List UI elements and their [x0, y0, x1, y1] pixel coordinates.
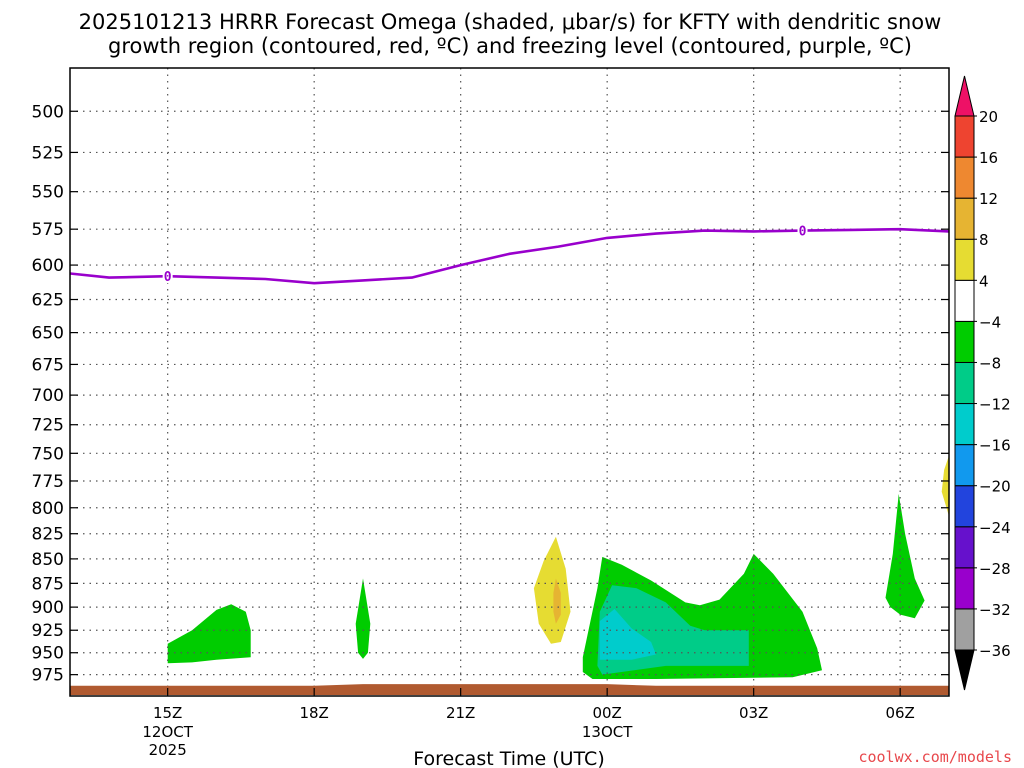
colorbar-label-20: 20 — [979, 108, 998, 126]
y-tick-label-600: 600 — [32, 256, 64, 276]
chart-title: 2025101213 HRRR Forecast Omega (shaded, … — [79, 10, 942, 34]
colorbar-top-triangle — [954, 75, 975, 117]
colorbar-label-8: 8 — [979, 231, 989, 249]
colorbar-label--24: −24 — [979, 519, 1011, 537]
x-tick-label-00Z: 00Z — [592, 704, 621, 722]
colorbar-bin-12-to-16 — [954, 156, 975, 199]
y-tick-label-975: 975 — [32, 666, 64, 686]
omega-region-2 — [533, 536, 571, 644]
colorbar-bin-4-to-8 — [954, 238, 975, 281]
y-tick-label-500: 500 — [32, 102, 64, 122]
omega-region-8 — [941, 455, 949, 517]
colorbar-bin--8-to--4 — [954, 320, 975, 363]
freezing-level-contour: 00 — [70, 223, 949, 285]
y-tick-label-650: 650 — [32, 324, 64, 344]
x-tick-label-18Z: 18Z — [299, 704, 328, 722]
freezing-level-label-bg-0 — [162, 269, 173, 284]
omega-region-6 — [599, 609, 656, 660]
colorbar-label--36: −36 — [979, 642, 1011, 660]
colorbar-label--20: −20 — [979, 478, 1011, 496]
colorbar-bin-16-to-20 — [954, 115, 975, 158]
colorbar-label-4: 4 — [979, 272, 989, 290]
colorbar-label--16: −16 — [979, 437, 1011, 455]
colorbar-label--12: −12 — [979, 396, 1011, 414]
y-tick-label-950: 950 — [32, 644, 64, 664]
colorbar-bottom-triangle — [954, 649, 975, 691]
y-tick-label-925: 925 — [32, 621, 64, 641]
grid — [70, 68, 949, 696]
y-tick-label-550: 550 — [32, 183, 64, 203]
y-tick-label-675: 675 — [32, 355, 64, 375]
y-tick-label-625: 625 — [32, 291, 64, 311]
y-tick-label-775: 775 — [32, 472, 64, 492]
colorbar-label-16: 16 — [979, 149, 998, 167]
colorbar-label--28: −28 — [979, 560, 1011, 578]
credit: coolwx.com/models — [858, 748, 1012, 766]
x-tick-year-15Z: 2025 — [149, 741, 187, 759]
colorbar-label-12: 12 — [979, 190, 998, 208]
y-tick-label-900: 900 — [32, 598, 64, 618]
freezing-level-label-1: 0 — [799, 225, 807, 240]
y-tick-label-575: 575 — [32, 220, 64, 240]
y-tick-label-800: 800 — [32, 499, 64, 519]
colorbar-bin--32-to--28 — [954, 567, 975, 610]
freezing-level-label-0: 0 — [164, 270, 172, 285]
x-tick-label-21Z: 21Z — [446, 704, 475, 722]
y-tick-label-750: 750 — [32, 444, 64, 464]
colorbar-bin--12-to--8 — [954, 361, 975, 405]
colorbar-bin--24-to--20 — [954, 485, 975, 528]
freezing-level-label-bg-1 — [797, 223, 808, 238]
y-tick-label-825: 825 — [32, 525, 64, 545]
colorbar-bin--4-to-4 — [954, 279, 975, 322]
colorbar-bin--28-to--24 — [954, 526, 975, 569]
plot-frame — [69, 67, 950, 697]
colorbar-label--32: −32 — [979, 601, 1011, 619]
x-tick-date-00Z: 13OCT — [582, 723, 633, 741]
freezing-level-line — [70, 227, 949, 285]
omega-region-3 — [553, 578, 561, 624]
x-tick-label-06Z: 06Z — [885, 704, 914, 722]
colorbar-bin--36-to--32 — [954, 608, 975, 651]
chart-subtitle: growth region (contoured, red, ºC) and f… — [108, 34, 912, 58]
omega-shading — [167, 455, 949, 679]
y-tick-label-725: 725 — [32, 416, 64, 436]
colorbar: −36 −32 −28 −24 −20 −16 −12 −8 −4 4 8 12 16 20 — [954, 75, 1011, 691]
omega-region-0 — [167, 604, 251, 664]
x-tick-label-15Z: 15Z — [153, 704, 182, 722]
ground — [70, 684, 949, 695]
omega-region-1 — [355, 578, 371, 659]
y-axis: 500 525 550 575 600 625 650 675 700 725 750 775 800 8… — [32, 102, 949, 686]
colorbar-bin-8-to-12 — [954, 197, 975, 240]
x-tick-label-03Z: 03Z — [739, 704, 768, 722]
y-tick-label-850: 850 — [32, 550, 64, 570]
colorbar-label--8: −8 — [979, 354, 1001, 372]
colorbar-label--4: −4 — [979, 313, 1001, 331]
ground-band — [70, 684, 949, 695]
colorbar-bin--16-to--12 — [954, 403, 975, 446]
x-axis-title: Forecast Time (UTC) — [413, 748, 604, 768]
omega-region-7 — [885, 493, 925, 619]
y-tick-label-875: 875 — [32, 574, 64, 594]
x-tick-date-15Z: 12OCT — [142, 723, 193, 741]
y-tick-label-700: 700 — [32, 386, 64, 406]
y-tick-label-525: 525 — [32, 143, 64, 163]
colorbar-bin--20-to--16 — [954, 444, 975, 487]
